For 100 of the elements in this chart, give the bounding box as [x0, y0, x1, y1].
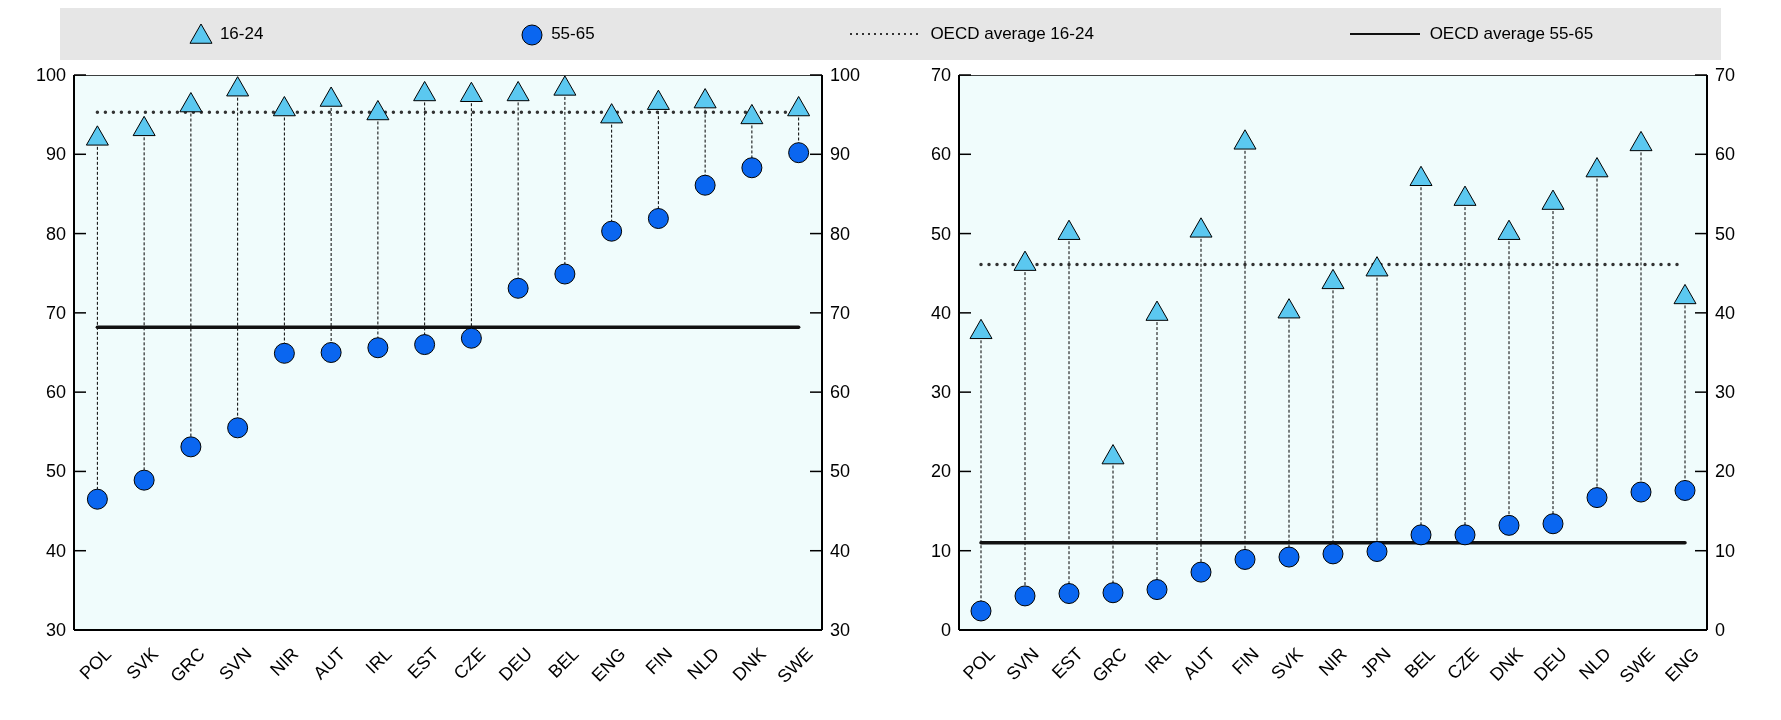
point — [1145, 300, 1169, 321]
point — [367, 337, 389, 359]
y2-tick-label: 40 — [1715, 302, 1736, 323]
point — [1673, 283, 1697, 305]
point — [1630, 481, 1652, 503]
point — [1629, 130, 1653, 152]
point — [1409, 165, 1433, 187]
y-tick-label: 50 — [45, 461, 66, 482]
y2-tick-label: 60 — [830, 382, 851, 403]
point — [1586, 487, 1608, 509]
y-tick-label: 70 — [930, 65, 951, 85]
point — [1014, 585, 1036, 607]
y2-tick-label: 70 — [1715, 65, 1736, 85]
point — [227, 417, 249, 439]
point — [600, 103, 624, 124]
point — [179, 92, 203, 113]
point — [1674, 479, 1696, 501]
y-tick-label: 80 — [45, 223, 66, 244]
point — [647, 208, 669, 230]
point — [601, 220, 623, 242]
point — [788, 142, 810, 164]
point — [969, 318, 993, 340]
point — [133, 469, 155, 491]
legend-label: 16-24 — [219, 24, 264, 44]
y2-tick-label: 50 — [830, 461, 851, 482]
point — [1146, 579, 1168, 601]
y2-tick-label: 20 — [1715, 461, 1736, 482]
point — [1189, 217, 1213, 238]
x-tick-label: NIR — [266, 643, 303, 680]
y2-tick-label: 0 — [1715, 620, 1726, 640]
point — [366, 99, 390, 121]
x-tick-label: IRL — [1140, 643, 1175, 678]
point — [319, 86, 343, 107]
y2-tick-label: 80 — [830, 223, 851, 244]
y2-tick-label: 50 — [1715, 223, 1736, 244]
point — [1277, 298, 1301, 319]
y-tick-label: 0 — [940, 620, 951, 640]
y2-tick-label: 100 — [830, 65, 861, 85]
point — [226, 76, 250, 97]
point — [1013, 250, 1037, 271]
y-tick-label: 40 — [45, 540, 66, 561]
point — [1234, 548, 1256, 570]
point — [320, 342, 342, 363]
y-tick-label: 60 — [930, 144, 951, 165]
point — [693, 88, 717, 109]
x-tick-label: IRL — [361, 643, 396, 678]
y-tick-label: 70 — [45, 302, 66, 323]
y2-tick-label: 30 — [1715, 382, 1736, 403]
point — [1190, 561, 1212, 583]
point — [1541, 189, 1565, 210]
point — [1454, 524, 1476, 546]
y2-tick-label: 10 — [1715, 540, 1736, 561]
y-tick-label: 50 — [930, 223, 951, 244]
y-tick-label: 60 — [45, 382, 66, 403]
y-tick-label: 40 — [930, 302, 951, 323]
y-tick-label: 30 — [45, 620, 66, 640]
x-tick-label: POL — [959, 643, 999, 684]
point — [1497, 219, 1521, 240]
point — [970, 600, 992, 622]
point — [1058, 583, 1080, 605]
point — [132, 115, 156, 137]
y2-tick-label: 70 — [830, 302, 851, 323]
legend-label: 55-65 — [551, 24, 595, 44]
point — [1542, 513, 1564, 535]
point — [741, 157, 763, 179]
point — [414, 334, 436, 356]
point — [1410, 524, 1432, 546]
point — [1585, 157, 1609, 178]
x-tick-label: FIN — [641, 643, 677, 679]
point — [1322, 543, 1344, 565]
x-tick-label: BEL — [544, 643, 583, 682]
point — [1498, 514, 1520, 536]
y2-tick-label: 30 — [830, 620, 851, 640]
y-tick-label: 100 — [35, 65, 66, 85]
point — [1278, 546, 1300, 568]
point — [787, 96, 811, 117]
point — [507, 277, 529, 299]
y-tick-label: 20 — [930, 461, 951, 482]
point — [1101, 444, 1125, 465]
y2-tick-label: 40 — [830, 540, 851, 561]
point — [1233, 129, 1257, 150]
y-tick-label: 10 — [930, 540, 951, 561]
x-tick-label: NIR — [1314, 643, 1351, 680]
point — [553, 75, 577, 96]
point — [273, 342, 295, 364]
point — [272, 96, 296, 117]
legend-label: OECD average 55-65 — [1429, 24, 1594, 44]
point — [1102, 582, 1124, 604]
x-tick-label: POL — [75, 643, 116, 684]
point — [413, 80, 437, 102]
x-tick-label: FIN — [1228, 643, 1263, 679]
point — [180, 436, 202, 458]
point — [506, 80, 530, 102]
legend-label: OECD average 16-24 — [930, 24, 1094, 44]
point — [1057, 219, 1081, 240]
point — [85, 125, 109, 146]
point — [1365, 256, 1389, 277]
point — [460, 327, 482, 349]
point — [459, 81, 483, 102]
y-tick-label: 90 — [45, 144, 66, 165]
